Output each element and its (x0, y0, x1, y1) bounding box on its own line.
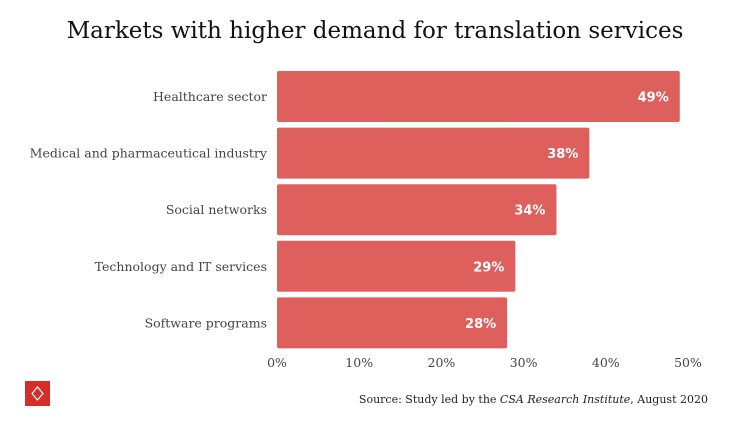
category-label: Healthcare sector (153, 89, 267, 104)
x-tick-label: 20% (428, 355, 456, 370)
bar (277, 184, 557, 236)
chart-title: Markets with higher demand for translati… (66, 18, 684, 44)
bar (277, 240, 516, 292)
category-label: Software programs (145, 315, 267, 330)
data-label: 38% (547, 147, 578, 162)
category-label: Social networks (166, 202, 267, 217)
x-tick-label: 10% (345, 355, 373, 370)
x-tick-label: 30% (510, 355, 538, 370)
bar (277, 71, 680, 122)
data-label: 28% (465, 317, 496, 332)
bar (277, 297, 508, 349)
logo (25, 381, 50, 406)
x-tick-label: 0% (267, 355, 287, 370)
data-label: 49% (638, 91, 669, 106)
bar (277, 127, 590, 179)
x-tick-label: 40% (592, 355, 620, 370)
category-label: Medical and pharmaceutical industry (30, 146, 268, 161)
x-tick-label: 50% (674, 355, 702, 370)
source-note: Source: Study led by the CSA Research In… (358, 393, 708, 406)
category-label: Technology and IT services (95, 259, 267, 274)
data-label: 29% (473, 260, 504, 275)
diamond-icon (31, 386, 44, 401)
data-label: 34% (514, 204, 545, 219)
